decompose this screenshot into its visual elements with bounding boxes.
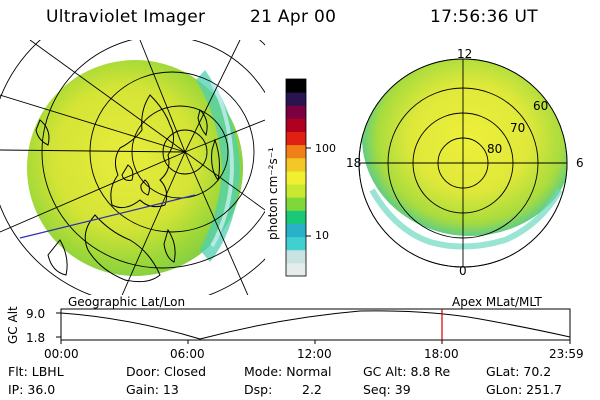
polar-label-bottom: 0	[459, 264, 467, 278]
polar-label-80: 80	[487, 142, 503, 156]
limb-emission	[196, 70, 240, 262]
info-dsp-value: 2.2	[302, 382, 322, 397]
date-label: 21 Apr 00	[250, 7, 337, 27]
colorbar-segment	[286, 105, 306, 119]
time-tick-1800: 18:00	[424, 347, 459, 361]
strip-frame	[60, 308, 571, 341]
colorbar-tick-100: 100	[315, 142, 336, 155]
colorbar-segment	[286, 157, 306, 172]
time-tick-1200: 12:00	[297, 347, 332, 361]
colorbar-segment	[286, 249, 306, 264]
colorbar-segment	[286, 131, 306, 146]
auroral-emission	[362, 59, 567, 236]
info-glon: GLon: 251.7	[486, 382, 562, 397]
strip-ytick-top: 9.0	[26, 307, 46, 321]
colorbar-unit-label: photon cm⁻²s⁻¹	[266, 147, 280, 240]
info-glat: GLat: 70.2	[486, 364, 552, 379]
info-ip: IP: 36.0	[8, 382, 56, 397]
polar-label-70: 70	[510, 121, 526, 135]
geo-grid	[0, 40, 265, 295]
time-tick-2359: 23:59	[549, 347, 584, 361]
time-tick-0000: 00:00	[44, 347, 79, 361]
colorbar-segment	[286, 92, 306, 106]
polar-label-right: 6	[576, 156, 584, 170]
strip-ytick-bottom: 1.8	[26, 331, 46, 345]
info-gain: Gain: 13	[126, 382, 179, 397]
colorbar-segment	[286, 144, 306, 159]
colorbar-segment	[286, 118, 306, 133]
colorbar-segment	[286, 170, 306, 185]
info-seq: Seq: 39	[363, 382, 411, 397]
info-mode: Mode: Normal	[244, 364, 332, 379]
strip-left-label: Geographic Lat/Lon	[68, 295, 186, 309]
strip-yaxis-title: GC Alt	[6, 306, 20, 344]
colorbar-segment	[286, 210, 306, 224]
colorbar	[285, 78, 311, 277]
colorbar-segment	[286, 197, 306, 211]
colorbar-frame	[285, 78, 307, 277]
polar-image	[358, 58, 568, 268]
coastlines	[35, 94, 220, 283]
colorbar-tick-10: 10	[315, 229, 329, 242]
polar-label-left: 18	[346, 156, 362, 170]
colorbar-segment	[286, 223, 306, 238]
time-label: 17:56:36 UT	[430, 7, 538, 27]
time-tick-0600: 06:00	[170, 347, 205, 361]
track-line	[19, 194, 196, 239]
colorbar-segment	[286, 79, 306, 93]
strip-ticks	[56, 312, 571, 344]
strip-right-label: Apex MLat/MLT	[452, 295, 542, 309]
polar-grid	[358, 58, 568, 268]
info-door: Door: Closed	[126, 364, 207, 379]
instrument-title: Ultraviolet Imager	[46, 7, 206, 27]
info-filter: Flt: LBHL	[8, 364, 64, 379]
colorbar-segment	[286, 236, 306, 251]
polar-label-60: 60	[533, 99, 549, 113]
polar-label-top: 12	[457, 47, 473, 61]
altitude-curve	[60, 310, 571, 340]
colorbar-segment	[286, 184, 306, 198]
info-dsp-label: Dsp:	[244, 382, 273, 397]
info-gc-alt: GC Alt: 8.8 Re	[363, 364, 451, 379]
colorbar-segment	[286, 262, 306, 277]
altitude-strip	[56, 308, 571, 344]
geographic-image	[0, 40, 265, 295]
